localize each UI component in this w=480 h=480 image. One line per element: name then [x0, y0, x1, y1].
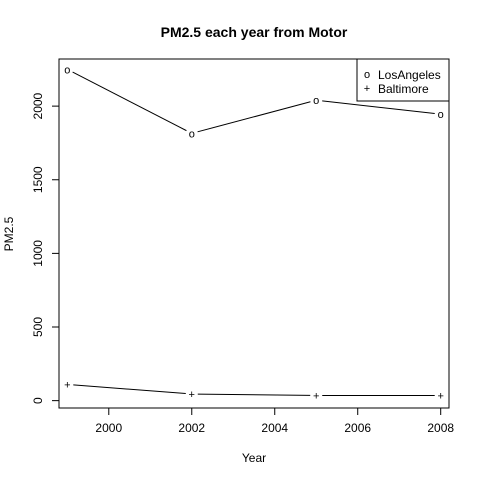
series-line-segment — [197, 393, 311, 396]
x-tick-label: 2000 — [95, 421, 122, 435]
data-point: o — [189, 128, 195, 140]
series-layer: o o o o + + + + — [64, 64, 444, 402]
data-point: + — [313, 390, 319, 402]
data-point: o — [64, 64, 70, 76]
data-point: + — [189, 389, 195, 401]
legend: o LosAngeles + Baltimore — [356, 58, 450, 102]
legend-marker: + — [364, 83, 370, 95]
data-point: o — [438, 109, 444, 121]
y-axis: 0 500 1000 1500 2000 — [31, 92, 59, 404]
series-line-segment — [73, 384, 186, 395]
x-tick-label: 2004 — [261, 421, 288, 435]
data-point: + — [64, 379, 70, 391]
series-line-segment — [322, 100, 435, 115]
y-tick-label: 2000 — [31, 92, 45, 119]
series-losangeles: o o o o — [64, 64, 444, 140]
x-tick-label: 2002 — [178, 421, 205, 435]
data-point: + — [437, 390, 443, 402]
legend-label: Baltimore — [378, 82, 429, 96]
y-tick-label: 0 — [31, 397, 45, 404]
legend-label: LosAngeles — [378, 68, 441, 82]
y-tick-label: 1000 — [31, 240, 45, 267]
legend-marker: o — [364, 69, 370, 81]
series-line-segment — [72, 71, 187, 132]
plot-area-frame — [58, 58, 450, 409]
series-line-segment — [197, 101, 311, 133]
x-axis-label: Year — [242, 451, 266, 465]
y-axis-label: PM2.5 — [2, 216, 16, 251]
data-point: o — [313, 95, 319, 107]
series-baltimore: + + + + — [64, 379, 444, 402]
chart-title: PM2.5 each year from Motor — [161, 24, 348, 40]
x-tick-label: 2006 — [344, 421, 371, 435]
y-tick-label: 500 — [31, 317, 45, 337]
x-tick-label: 2008 — [427, 421, 454, 435]
x-axis: 2000 2002 2004 2006 2008 — [95, 408, 454, 435]
y-tick-label: 1500 — [31, 166, 45, 193]
legend-box — [356, 58, 450, 102]
